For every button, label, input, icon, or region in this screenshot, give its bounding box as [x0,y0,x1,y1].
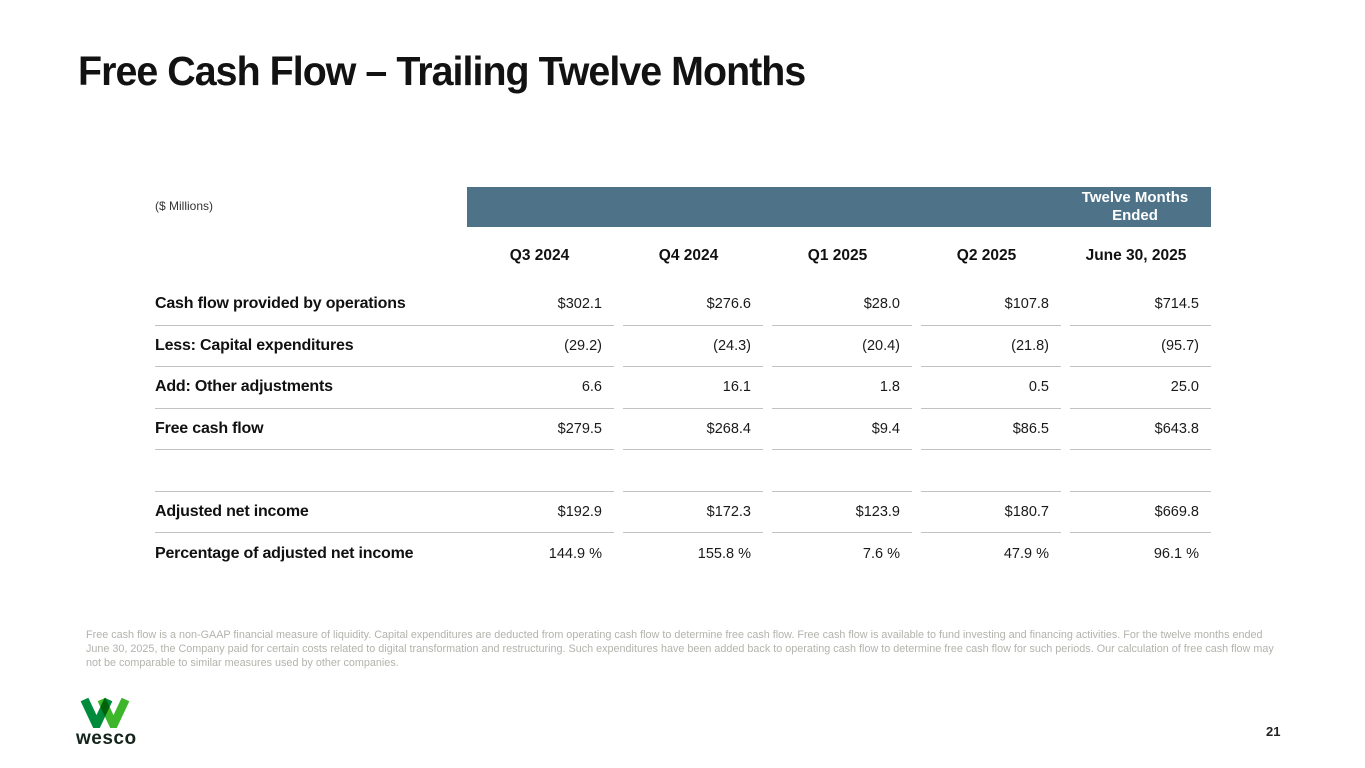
cell-value: 7.6 % [862,545,900,562]
table-header-band: Twelve Months Ended [467,187,1211,227]
footnote-text: Free cash flow is a non-GAAP financial m… [86,629,1274,670]
wesco-w-icon [80,697,130,728]
header-band-line1: Twelve Months [1081,189,1189,206]
cell-value: $107.8 [921,284,1061,326]
cell-value: 16.1 [623,367,763,409]
column-header: Q3 2024 [509,246,570,264]
spacer-cell [465,450,614,492]
cell-value: $192.9 [465,492,614,533]
cell-value: 1.8 [772,367,912,409]
table-row: Percentage of adjusted net income 144.9 … [155,533,1211,575]
units-label: ($ Millions) [155,199,214,213]
table-row: Adjusted net income $192.9 $172.3 $123.9… [155,492,1211,533]
column-header-row: Q3 2024 Q4 2024 Q1 2025 Q2 2025 June 30,… [155,227,1211,284]
cell-value: $643.8 [1070,409,1211,450]
row-label: Add: Other adjustments [155,367,465,409]
column-header: June 30, 2025 [1085,246,1187,264]
page-number: 21 [1266,724,1281,739]
column-header: Q4 2024 [658,246,719,264]
financial-table: ($ Millions) Twelve Months Ended Q3 2024… [155,187,1211,575]
cell-value: 144.9 % [548,545,602,562]
cell-value: 96.1 % [1153,545,1199,562]
cell-value: $172.3 [623,492,763,533]
table-spacer-row [155,450,1211,492]
header-band-label: Twelve Months Ended [1059,189,1211,225]
cell-value: 25.0 [1070,367,1211,409]
spacer-cell [1070,450,1211,492]
header-band-line2: Ended [1112,207,1158,224]
row-label: Adjusted net income [155,492,465,533]
cell-value: 155.8 % [697,545,751,562]
cell-value: $279.5 [465,409,614,450]
wesco-logo: wesco [76,697,146,748]
cell-value: (21.8) [921,326,1061,367]
cell-value: $276.6 [623,284,763,326]
cell-value: (24.3) [623,326,763,367]
spacer-cell [921,450,1061,492]
row-label: Cash flow provided by operations [155,284,465,326]
wesco-wordmark: wesco [76,728,137,749]
cell-value: $86.5 [921,409,1061,450]
table-row: Free cash flow $279.5 $268.4 $9.4 $86.5 … [155,409,1211,450]
cell-value: $669.8 [1070,492,1211,533]
page-title: Free Cash Flow – Trailing Twelve Months [78,48,806,94]
cell-value: $9.4 [772,409,912,450]
column-header: Q2 2025 [956,246,1017,264]
cell-value: $302.1 [465,284,614,326]
cell-value: (29.2) [465,326,614,367]
table-row: Cash flow provided by operations $302.1 … [155,284,1211,326]
cell-value: (95.7) [1070,326,1211,367]
cell-value: $28.0 [772,284,912,326]
cell-value: $123.9 [772,492,912,533]
spacer-cell [623,450,763,492]
spacer-cell [772,450,912,492]
table-row: Less: Capital expenditures (29.2) (24.3)… [155,326,1211,367]
cell-value: 0.5 [921,367,1061,409]
table-row: Add: Other adjustments 6.6 16.1 1.8 0.5 … [155,367,1211,409]
row-label: Less: Capital expenditures [155,326,465,367]
cell-value: 6.6 [465,367,614,409]
spacer-cell [155,450,465,492]
cell-value: $180.7 [921,492,1061,533]
cell-value: $268.4 [623,409,763,450]
cell-value: $714.5 [1070,284,1211,326]
column-header: Q1 2025 [807,246,868,264]
row-label: Free cash flow [155,409,465,450]
cell-value: 47.9 % [1003,545,1049,562]
row-label: Percentage of adjusted net income [155,544,414,562]
cell-value: (20.4) [772,326,912,367]
